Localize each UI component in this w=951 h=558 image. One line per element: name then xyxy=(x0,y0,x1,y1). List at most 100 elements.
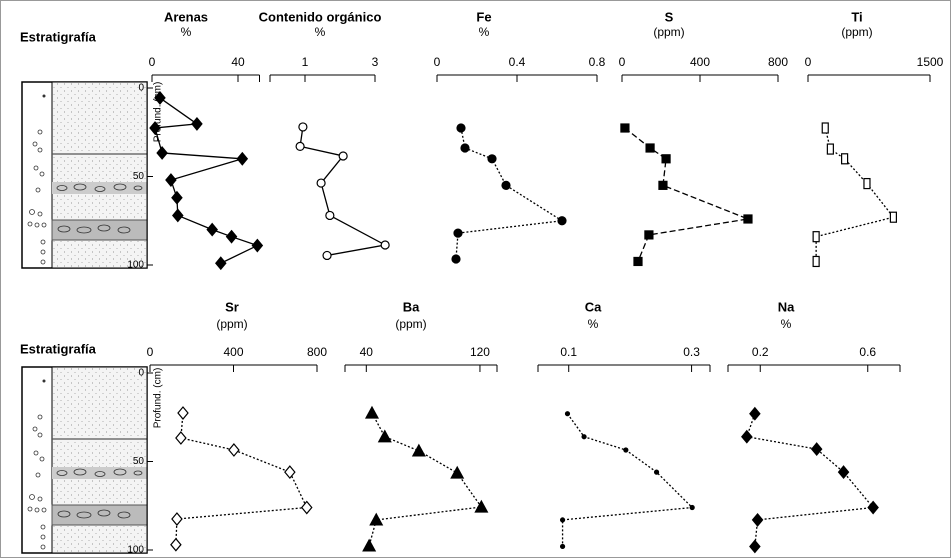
x-tick-label: 0.8 xyxy=(589,55,606,69)
marker xyxy=(227,231,237,243)
panel-title: Na xyxy=(778,299,795,314)
marker xyxy=(285,466,295,478)
marker xyxy=(565,412,569,416)
panel-unit: (ppm) xyxy=(216,317,247,331)
marker xyxy=(413,445,425,456)
x-tick-label: 0.4 xyxy=(509,55,526,69)
x-tick-label: 120 xyxy=(470,345,490,359)
profile-line xyxy=(747,414,873,547)
x-tick-label: 40 xyxy=(231,55,245,69)
marker xyxy=(822,123,828,133)
marker xyxy=(690,506,694,510)
marker xyxy=(561,544,565,548)
x-tick-label: 400 xyxy=(223,345,243,359)
x-tick-label: 0 xyxy=(149,55,156,69)
profile-line xyxy=(563,414,693,547)
stratigraphy-label: Estratigrafía xyxy=(20,29,97,44)
panel-unit: % xyxy=(479,25,490,39)
profile-line xyxy=(456,128,562,259)
panel-title: Ca xyxy=(585,299,602,314)
figure: Estratigrafía 0 50 100 Profund. (cm) Arenas% 0… xyxy=(0,0,951,558)
y-tick-label: 50 xyxy=(133,456,145,467)
marker xyxy=(621,124,629,132)
stratigraphy-label: Estratigrafía xyxy=(20,341,97,356)
panel-title: Ti xyxy=(851,9,862,24)
marker xyxy=(502,181,510,189)
marker xyxy=(742,431,752,443)
marker xyxy=(323,251,331,259)
marker xyxy=(173,209,183,221)
profile-line xyxy=(176,413,307,545)
marker xyxy=(207,224,217,236)
marker xyxy=(454,229,462,237)
marker xyxy=(296,142,304,150)
marker xyxy=(299,123,307,131)
panel-title: Fe xyxy=(476,9,491,24)
marker xyxy=(363,540,375,551)
marker xyxy=(890,212,896,222)
panel-title: Sr xyxy=(225,299,239,314)
marker xyxy=(864,179,870,189)
marker xyxy=(171,539,181,551)
marker xyxy=(326,211,334,219)
marker xyxy=(475,501,487,512)
marker xyxy=(252,240,262,252)
marker xyxy=(381,241,389,249)
marker xyxy=(370,514,382,525)
marker xyxy=(229,444,239,456)
marker xyxy=(655,470,659,474)
marker xyxy=(827,144,833,154)
marker xyxy=(659,181,667,189)
marker xyxy=(753,514,763,526)
x-tick-label: 3 xyxy=(372,55,379,69)
panel-unit: % xyxy=(315,25,326,39)
marker xyxy=(813,256,819,266)
panel-unit: (ppm) xyxy=(395,317,426,331)
x-tick-label: 0.3 xyxy=(683,345,700,359)
marker xyxy=(561,518,565,522)
marker xyxy=(157,147,167,159)
marker xyxy=(302,502,312,514)
y-tick-label: 0 xyxy=(138,368,144,379)
profile-line xyxy=(300,127,385,256)
marker xyxy=(868,502,878,514)
panel-unit: % xyxy=(181,25,192,39)
profile-line xyxy=(625,128,748,261)
marker xyxy=(172,513,182,525)
marker xyxy=(634,257,642,265)
x-tick-label: 0.6 xyxy=(859,345,876,359)
x-tick-label: 40 xyxy=(360,345,374,359)
marker xyxy=(461,144,469,152)
y-tick-label: 50 xyxy=(133,171,145,182)
panel-title: Ba xyxy=(403,299,420,314)
marker xyxy=(744,215,752,223)
marker xyxy=(750,540,760,552)
x-tick-label: 800 xyxy=(768,55,788,69)
marker xyxy=(645,231,653,239)
marker xyxy=(662,155,670,163)
x-tick-label: 0 xyxy=(147,345,154,359)
marker xyxy=(624,448,628,452)
marker xyxy=(172,192,182,204)
marker xyxy=(812,443,822,455)
marker xyxy=(451,467,463,478)
marker xyxy=(582,435,586,439)
marker xyxy=(558,217,566,225)
x-tick-label: 0.1 xyxy=(560,345,577,359)
panel-title: Contenido orgánico xyxy=(259,9,382,24)
panel-unit: (ppm) xyxy=(653,25,684,39)
marker xyxy=(339,152,347,160)
panel-title: Arenas xyxy=(164,9,208,24)
x-tick-label: 0 xyxy=(805,55,812,69)
panel-unit: % xyxy=(588,317,599,331)
marker xyxy=(366,407,378,418)
y-tick-label: 100 xyxy=(127,545,144,556)
stratigraphy-column xyxy=(22,82,147,268)
marker xyxy=(178,407,188,419)
stratigraphy-column xyxy=(22,367,147,553)
y-tick-label: 0 xyxy=(138,83,144,94)
marker xyxy=(379,431,391,442)
depth-axis-label: Profund. (cm) xyxy=(153,368,164,429)
panel-unit: (ppm) xyxy=(841,25,872,39)
x-tick-label: 400 xyxy=(690,55,710,69)
